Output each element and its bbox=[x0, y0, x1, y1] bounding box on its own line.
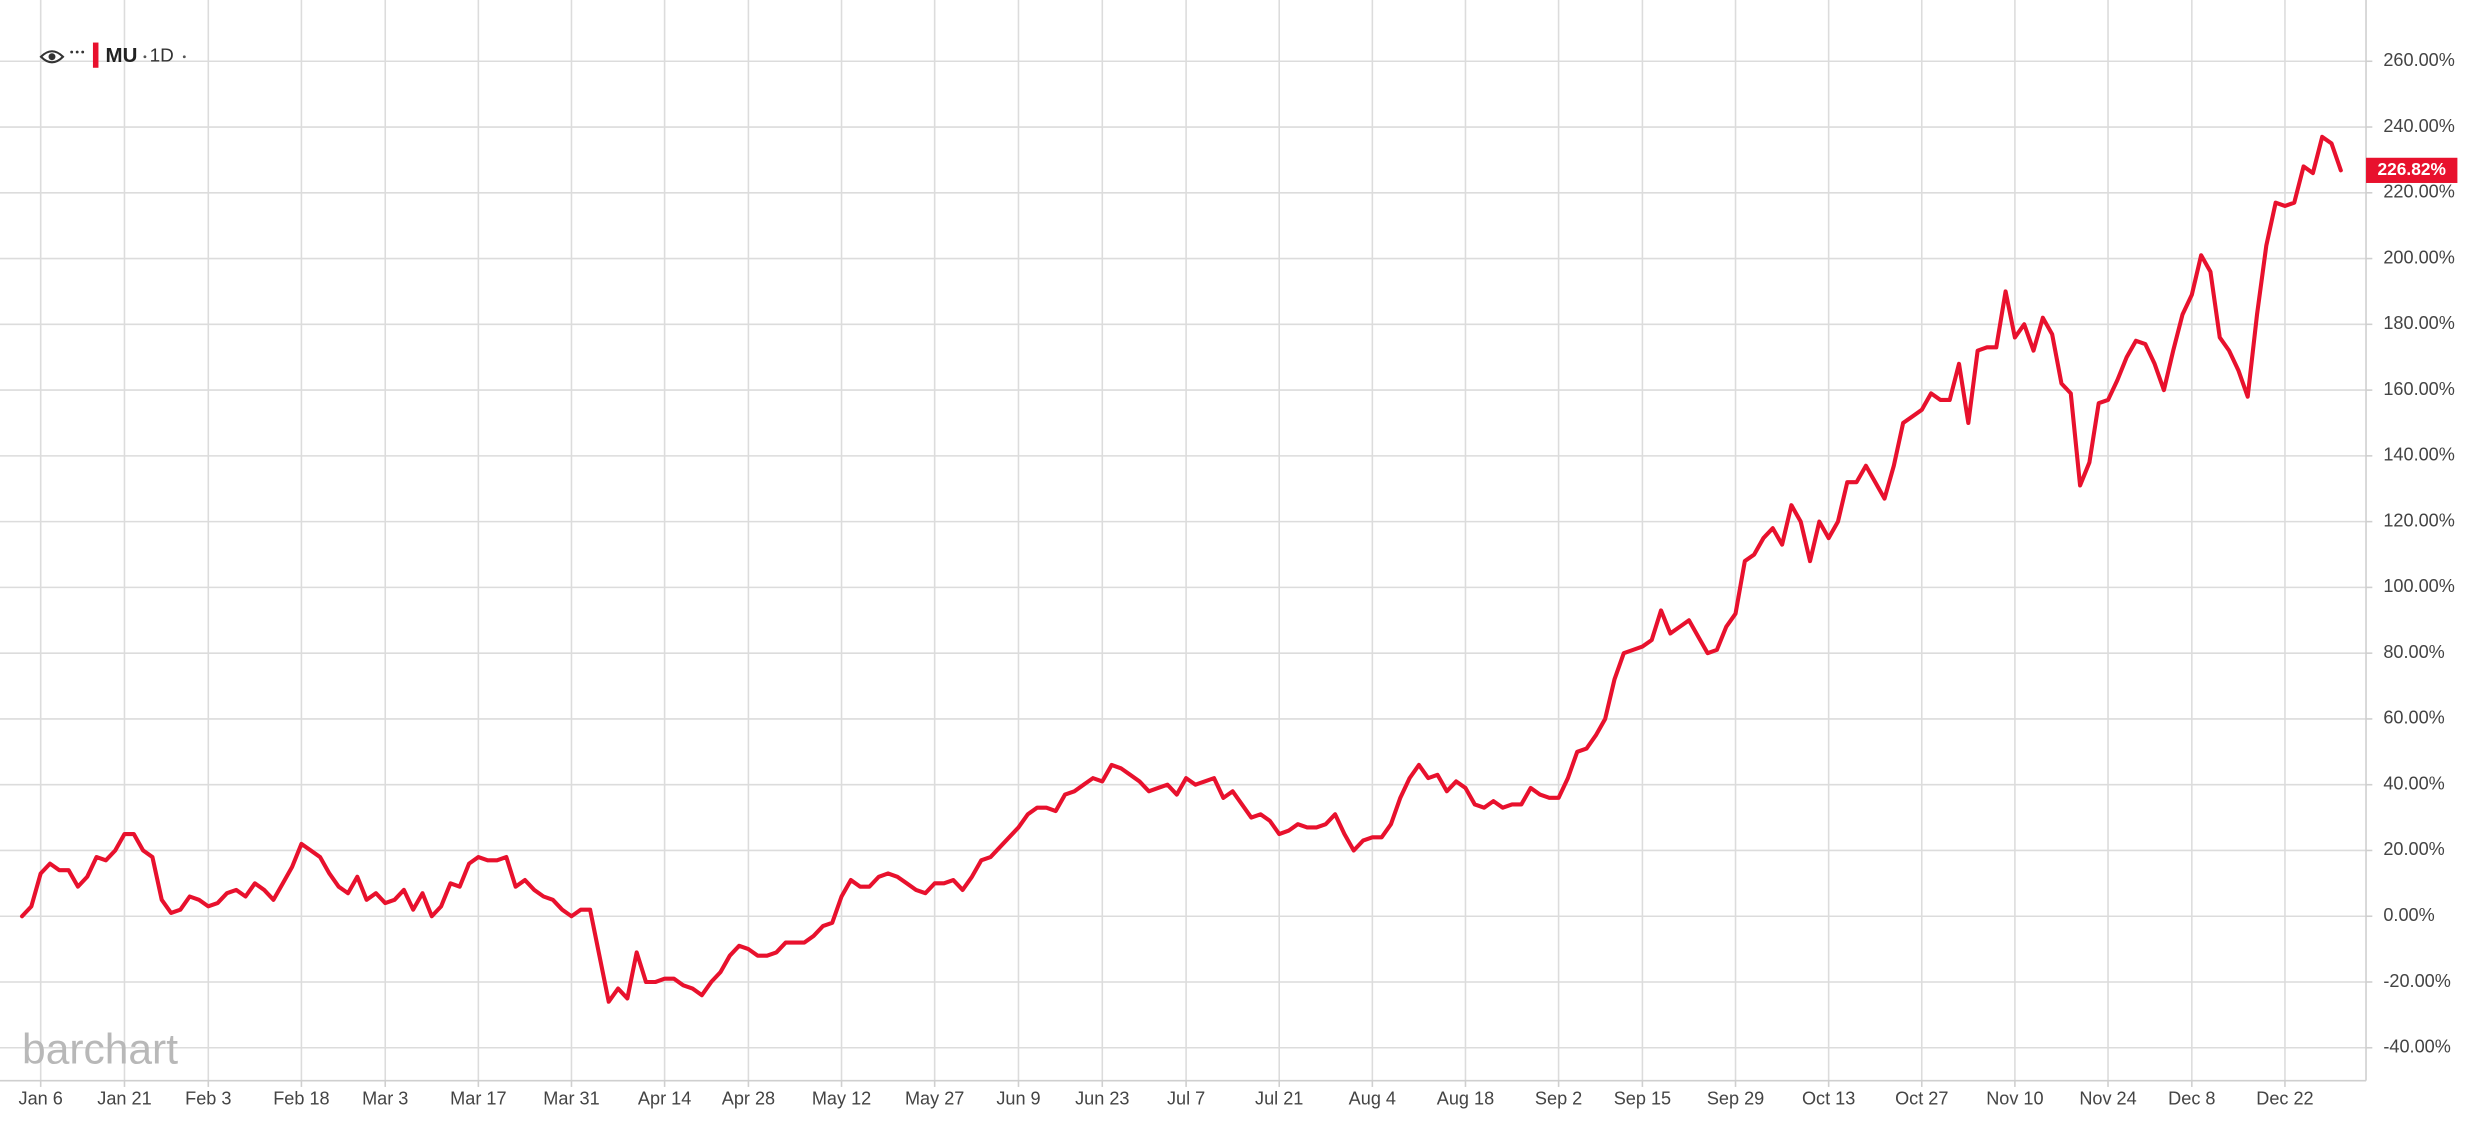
x-tick-label: Mar 17 bbox=[450, 1088, 506, 1108]
y-tick-label: 120.00% bbox=[2383, 510, 2455, 530]
y-tick-label: 140.00% bbox=[2383, 445, 2455, 465]
x-tick-label: Feb 18 bbox=[273, 1088, 329, 1108]
x-tick-label: Apr 28 bbox=[722, 1088, 775, 1108]
x-tick-label: Mar 31 bbox=[543, 1088, 599, 1108]
x-tick-label: Dec 22 bbox=[2256, 1088, 2313, 1108]
legend-swatch bbox=[92, 42, 99, 68]
y-tick-label: 240.00% bbox=[2383, 116, 2455, 136]
x-tick-label: May 27 bbox=[905, 1088, 964, 1108]
more-menu[interactable] bbox=[70, 50, 85, 54]
dot bbox=[81, 50, 85, 54]
x-tick-label: Feb 3 bbox=[185, 1088, 231, 1108]
eye-pupil bbox=[48, 53, 56, 61]
price-line bbox=[20, 134, 2343, 1004]
y-tick-label: 40.00% bbox=[2383, 773, 2444, 793]
watermark: barchart bbox=[22, 1026, 178, 1074]
eye-outline bbox=[39, 50, 65, 64]
y-tick-label: 80.00% bbox=[2383, 642, 2444, 662]
y-tick-label: 260.00% bbox=[2383, 50, 2455, 70]
x-tick-label: Jun 23 bbox=[1075, 1088, 1129, 1108]
x-tick-label: Oct 13 bbox=[1802, 1088, 1855, 1108]
dot bbox=[75, 50, 79, 54]
y-tick-label: 200.00% bbox=[2383, 247, 2455, 267]
legend: MU 1D bbox=[39, 42, 186, 68]
visibility-icon[interactable] bbox=[39, 50, 65, 64]
x-tick-label: Jul 7 bbox=[1167, 1088, 1205, 1108]
x-tick-label: Mar 3 bbox=[362, 1088, 408, 1108]
y-tick-label: 160.00% bbox=[2383, 379, 2455, 399]
plot: 226.82% bbox=[20, 134, 2458, 1004]
x-tick-label: Jan 21 bbox=[97, 1088, 151, 1108]
y-tick-label: 180.00% bbox=[2383, 313, 2455, 333]
y-tick-label: -20.00% bbox=[2383, 971, 2450, 991]
y-tick-label: -40.00% bbox=[2383, 1037, 2450, 1057]
separator-dot bbox=[182, 55, 186, 59]
x-tick-label: Jul 21 bbox=[1255, 1088, 1303, 1108]
last-value-badge bbox=[2366, 157, 2458, 183]
y-tick-label: 220.00% bbox=[2383, 182, 2455, 202]
x-tick-label: Nov 10 bbox=[1986, 1088, 2043, 1108]
y-tick-label: 60.00% bbox=[2383, 708, 2444, 728]
x-tick-label: Apr 14 bbox=[638, 1088, 691, 1108]
x-tick-label: Oct 27 bbox=[1895, 1088, 1948, 1108]
dot bbox=[70, 50, 74, 54]
separator-dot bbox=[143, 55, 147, 59]
x-tick-label: Aug 18 bbox=[1437, 1088, 1494, 1108]
y-tick-label: 20.00% bbox=[2383, 839, 2444, 859]
last-value-label: 226.82% bbox=[2378, 159, 2446, 179]
x-tick-label: Nov 24 bbox=[2079, 1088, 2136, 1108]
y-tick-label: 100.00% bbox=[2383, 576, 2455, 596]
x-tick-label: Sep 15 bbox=[1614, 1088, 1671, 1108]
x-tick-label: May 12 bbox=[812, 1088, 871, 1108]
x-tick-label: Dec 8 bbox=[2168, 1088, 2215, 1108]
x-tick-label: Jun 9 bbox=[996, 1088, 1040, 1108]
x-tick-label: Sep 2 bbox=[1535, 1088, 1582, 1108]
y-tick-label: 0.00% bbox=[2383, 905, 2434, 925]
legend-interval: 1D bbox=[150, 46, 174, 67]
x-tick-label: Sep 29 bbox=[1707, 1088, 1764, 1108]
legend-symbol: MU bbox=[106, 44, 138, 67]
x-tick-label: Aug 4 bbox=[1349, 1088, 1396, 1108]
x-tick-label: Jan 6 bbox=[19, 1088, 63, 1108]
grid: -40.00% -20.00% 0.00% 20.00% 40.00% 60.00% 80.… bbox=[0, 0, 2455, 1108]
